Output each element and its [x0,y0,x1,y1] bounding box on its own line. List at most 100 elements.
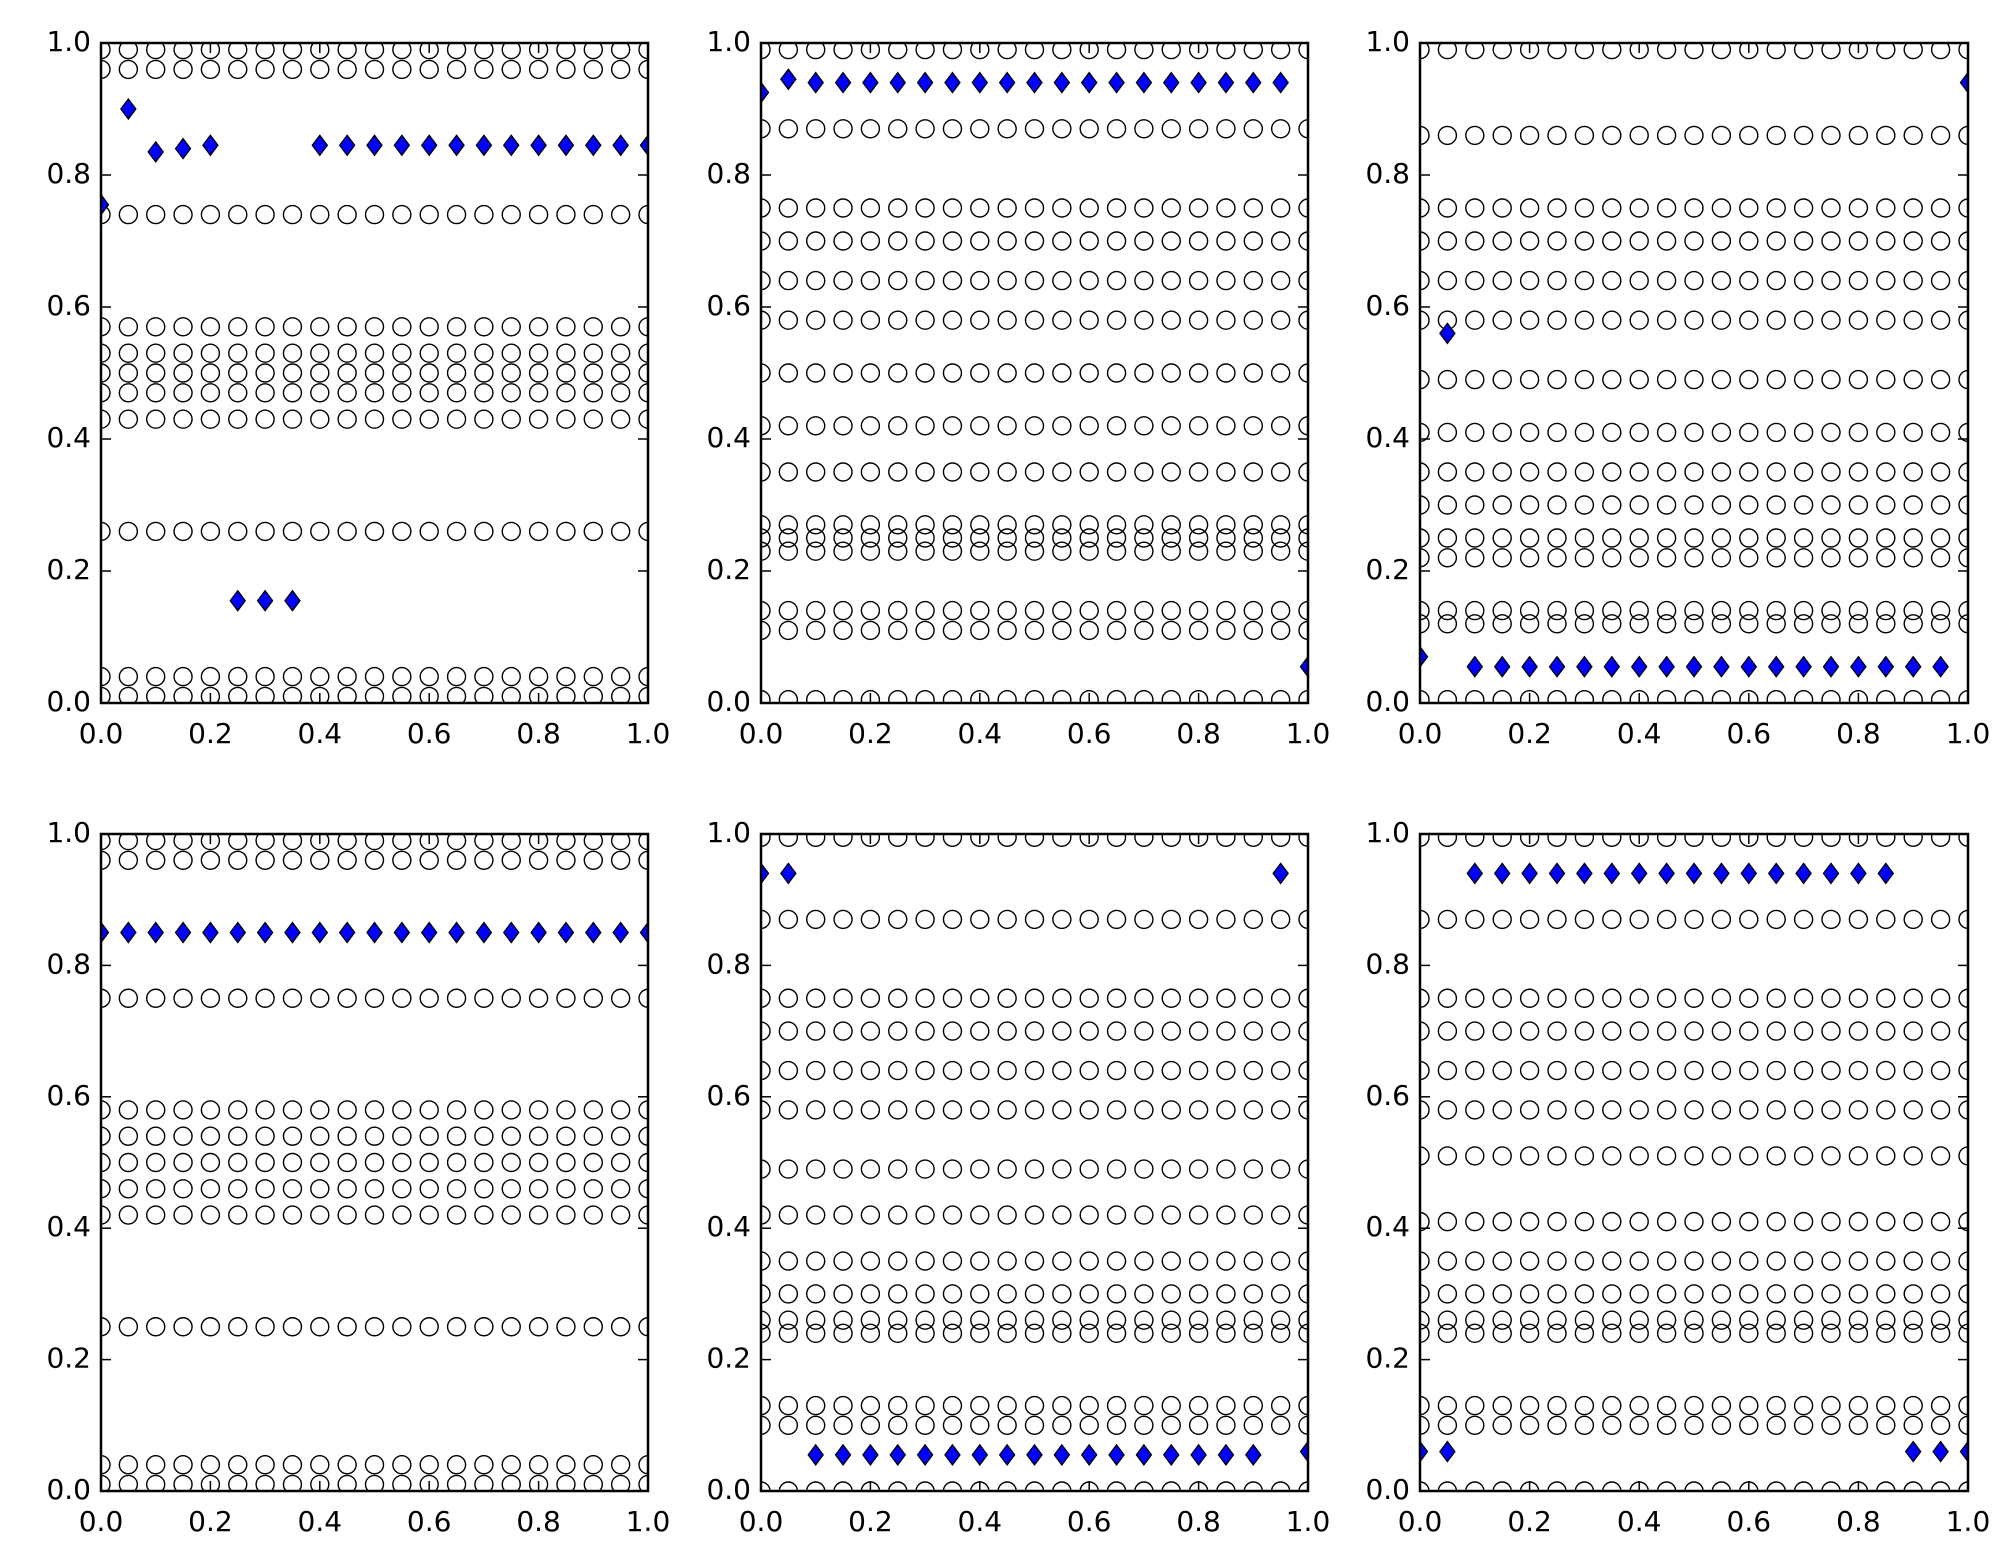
circle-point [1656,369,1677,390]
circle-point [337,363,357,383]
circle-point [583,988,603,1008]
circle-point [1930,600,1951,621]
circle-point [1876,1415,1896,1436]
circle-point [1629,198,1649,218]
circle-point [101,1152,111,1173]
circle-point [1188,541,1209,561]
circle-point [282,850,303,870]
x-tick-label: 0.8 [1176,1505,1221,1538]
circle-point [101,317,111,337]
circle-point [1930,1060,1951,1081]
circle-point [556,1455,576,1475]
circle-point [118,1317,139,1337]
circle-point [501,1455,521,1475]
diamond-point [311,134,329,157]
circle-point [1188,528,1209,548]
circle-point [1821,495,1841,515]
diamond-point [1493,655,1511,678]
diamond-point [916,1443,934,1466]
circle-point [806,1159,826,1179]
circle-point [1656,909,1677,930]
circle-point [1079,1284,1099,1304]
subplot: 0.0 0.2 0.4 0.6 0.8 1.00.00.20.40.60.81.0 [46,25,670,750]
circle-point [915,690,935,703]
circle-point [1547,43,1567,60]
circle-point [1793,528,1814,548]
circle-point [970,462,990,482]
circle-point [1243,909,1264,930]
circle-point [528,1474,549,1491]
circle-point [1465,125,1485,146]
diamond-point [1053,1443,1071,1466]
circle-point [1492,369,1512,390]
circle-point [1106,1395,1127,1416]
circle-point [1848,198,1869,218]
circle-point [1821,548,1841,568]
y-tick-label: 0.0 [46,1473,91,1506]
circle-point [200,317,221,337]
circle-point [1903,834,1923,847]
circle-point [1547,1481,1567,1491]
diamond-point [639,921,648,944]
circle-point [1519,1211,1540,1232]
circle-point [997,270,1017,291]
circle-point [282,409,303,429]
circle-point [101,1474,111,1491]
circle-point [888,1205,908,1225]
circle-point [778,909,799,930]
circle-point [1243,198,1264,218]
circle-point [1243,43,1263,60]
circle-point [860,1323,881,1344]
circle-point [419,850,439,870]
circle-point [173,363,193,383]
circle-point [1298,310,1308,330]
circle-point [1766,462,1786,482]
circle-point [446,1205,467,1225]
circle-point [1574,614,1595,634]
circle-point [1134,834,1154,847]
circle-point [997,541,1017,561]
circle-point [833,43,853,60]
circle-point [1876,462,1896,482]
circle-point [997,1159,1017,1179]
circle-point [1420,1310,1430,1330]
circle-point [1298,231,1308,251]
circle-point [888,515,908,535]
circle-point [1602,43,1622,60]
diamond-point [834,1443,852,1466]
circle-point [1766,231,1786,251]
circle-point [173,343,193,363]
circle-point [970,1159,990,1179]
circle-point [1465,1323,1485,1344]
circle-point [1793,988,1814,1008]
circle-point [1602,1323,1622,1344]
circle-point [970,1415,990,1436]
circle-point [778,119,799,139]
circle-point [1079,416,1099,436]
circle-point [1656,1021,1677,1041]
circle-point [778,1323,799,1344]
circle-point [101,834,111,851]
diamond-point [998,1443,1016,1466]
circle-point [1903,1251,1923,1271]
circle-point [1492,1323,1512,1344]
circle-point [1958,1284,1968,1304]
circle-point [761,690,771,703]
circle-point [145,409,166,429]
circle-point [1437,690,1458,703]
circle-point [446,1317,467,1337]
circle-point [1465,1310,1485,1330]
y-tick-label: 0.6 [706,289,751,322]
circle-point [1161,620,1181,641]
circle-point [1629,1021,1649,1041]
circle-point [1298,988,1308,1008]
circle-point [1465,1100,1485,1120]
circle-point [860,515,881,535]
circle-point [419,521,439,542]
circle-point [101,409,111,429]
circle-point [1161,270,1181,291]
diamond-point [780,862,797,885]
circle-point [1656,1481,1677,1491]
circle-point [1711,495,1732,515]
circle-point [1188,198,1209,218]
